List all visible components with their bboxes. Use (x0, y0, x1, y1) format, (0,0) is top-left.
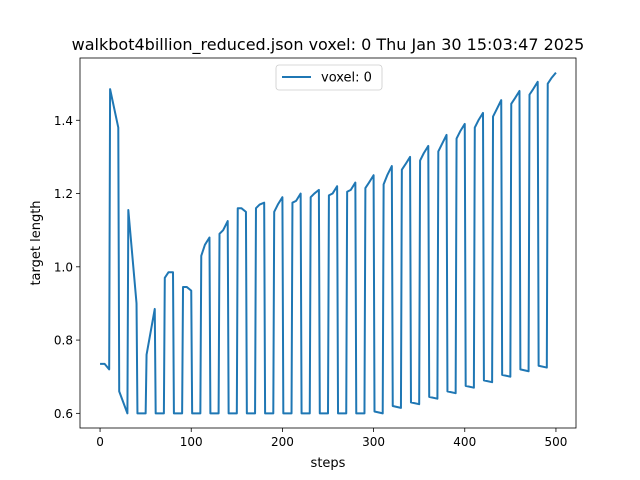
series-line-voxel-0 (100, 72, 557, 415)
y-tick-label: 0.6 (54, 407, 73, 421)
y-tick-label: 1.2 (54, 187, 73, 201)
y-tick-label: 0.8 (54, 334, 73, 348)
x-tick-label: 0 (96, 435, 104, 449)
plot-area (79, 57, 577, 429)
legend: voxel: 0 (275, 64, 383, 91)
legend-label-voxel-0: voxel: 0 (321, 71, 372, 86)
x-axis-ticks: 0 100 200 300 400 500 (96, 428, 567, 449)
x-axis-label: steps (311, 456, 346, 471)
x-tick-label: 300 (362, 435, 385, 449)
axes-frame (79, 57, 577, 429)
y-tick-label: 1.4 (54, 114, 73, 128)
x-tick-label: 100 (180, 435, 203, 449)
y-axis-label: target length (29, 200, 44, 285)
y-tick-label: 1.0 (54, 260, 73, 274)
chart-title: walkbot4billion_reduced.json voxel: 0 Th… (72, 35, 585, 55)
x-tick-label: 400 (453, 435, 476, 449)
x-tick-label: 200 (271, 435, 294, 449)
x-tick-label: 500 (544, 435, 567, 449)
y-axis-ticks: 0.6 0.8 1.0 1.2 1.4 (54, 114, 80, 421)
legend-box (275, 64, 383, 91)
